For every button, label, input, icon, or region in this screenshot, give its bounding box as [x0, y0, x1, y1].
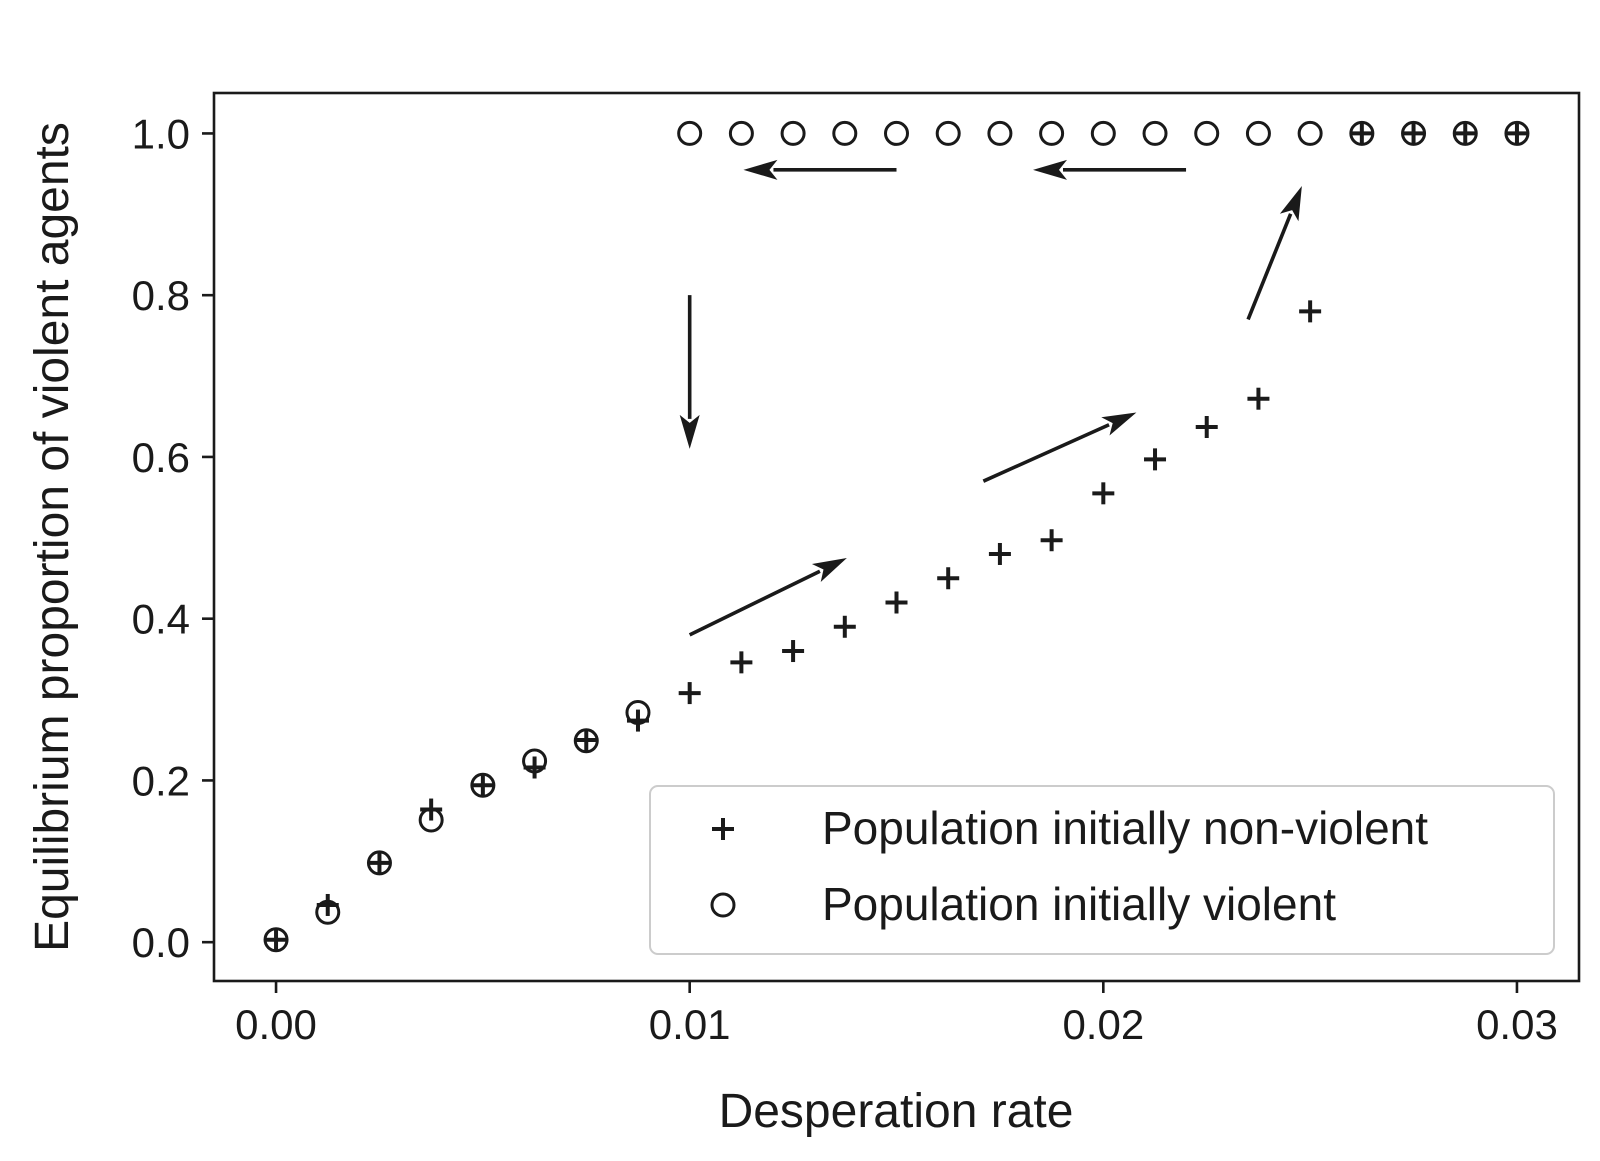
y-tick-label: 0.4: [132, 596, 190, 643]
data-point-violent: [366, 850, 392, 876]
data-point-violent: [1245, 120, 1271, 146]
y-tick-label: 1.0: [132, 110, 190, 157]
axes: 0.00 0.01 0.02 0.03 0.0 0.2 0.4 0.6 0.8 1.0: [132, 110, 1558, 1048]
legend-marker-circle: [710, 892, 736, 918]
trend-arrow: [1033, 159, 1187, 180]
data-point-violent: [677, 120, 703, 146]
data-point-violent: [780, 120, 806, 146]
y-tick-label: 0.6: [132, 434, 190, 481]
data-point-non-violent: [1299, 300, 1322, 323]
data-point-violent: [1090, 120, 1116, 146]
trend-arrow: [743, 159, 897, 180]
data-point-violent: [1142, 120, 1168, 146]
y-tick-label: 0.0: [132, 919, 190, 966]
trend-arrow: [982, 412, 1137, 483]
arrow-head: [811, 558, 847, 582]
legend-plus-symbol: [712, 818, 734, 840]
data-point-violent: [263, 927, 289, 953]
data-point-violent: [1194, 120, 1220, 146]
arrow-head: [1033, 159, 1067, 180]
data-point-violent: [1452, 120, 1478, 146]
data-point-non-violent: [833, 615, 856, 638]
legend-frame: [649, 785, 1555, 955]
arrow-head: [1279, 186, 1302, 222]
y-tick-label: 0.8: [132, 272, 190, 319]
arrow-head: [743, 159, 778, 180]
legend-label-non-violent: Population initially non-violent: [822, 802, 1428, 854]
data-point-violent: [1039, 120, 1065, 146]
data-point-non-violent: [575, 728, 598, 751]
legend-label-violent: Population initially violent: [822, 878, 1336, 930]
data-point-non-violent: [937, 567, 960, 590]
x-tick-label: 0.01: [649, 1001, 731, 1048]
data-point-violent: [470, 772, 496, 798]
legend: Population initially non-violent Populat…: [649, 785, 1555, 955]
trend-arrow: [679, 295, 700, 449]
data-point-non-violent: [730, 651, 753, 674]
data-point-non-violent: [1454, 122, 1477, 145]
data-point-non-violent: [988, 542, 1011, 565]
legend-circle-symbol: [710, 892, 736, 918]
arrow-shaft: [688, 569, 821, 637]
data-point-violent: [625, 699, 651, 725]
data-point-violent: [935, 120, 961, 146]
trend-arrow: [1246, 186, 1302, 321]
data-point-violent: [573, 728, 599, 754]
data-point-violent: [884, 120, 909, 146]
x-tick-label: 0.02: [1062, 1001, 1144, 1048]
data-point-non-violent: [885, 591, 908, 614]
trend-arrow: [688, 558, 847, 637]
plot-frame: [212, 91, 1581, 983]
data-point-non-violent: [368, 851, 391, 874]
data-point-non-violent: [1092, 482, 1115, 505]
data-point-non-violent: [1195, 416, 1218, 439]
arrow-shaft: [1246, 213, 1293, 321]
x-axis-label: Desperation rate: [719, 1085, 1074, 1138]
data-point-violent: [1297, 120, 1323, 146]
plot-area: [263, 120, 1530, 953]
data-point-violent: [522, 748, 548, 774]
data-point-non-violent: [1402, 122, 1425, 145]
data-point-violent: [418, 807, 444, 833]
y-tick-label: 0.2: [132, 757, 190, 804]
arrow-head: [1101, 412, 1137, 436]
data-point-violent: [1504, 120, 1530, 146]
data-point-violent: [1401, 120, 1427, 146]
legend-marker-plus: [712, 818, 734, 840]
x-tick-label: 0.00: [235, 1001, 317, 1048]
x-tick-label: 0.03: [1476, 1001, 1558, 1048]
arrow-head: [679, 414, 700, 449]
data-point-violent: [1349, 120, 1375, 146]
data-point-non-violent: [471, 774, 494, 797]
data-point-non-violent: [1040, 529, 1063, 552]
data-point-non-violent: [1144, 448, 1167, 471]
data-point-non-violent: [1247, 387, 1270, 410]
data-point-non-violent: [265, 928, 288, 951]
data-point-non-violent: [678, 682, 701, 705]
data-point-violent: [728, 120, 754, 146]
data-point-non-violent: [1505, 122, 1528, 145]
data-point-violent: [987, 120, 1013, 146]
arrow-shaft: [982, 423, 1110, 483]
data-point-violent: [315, 899, 341, 925]
y-axis-label: Equilibrium proportion of violent agents: [26, 122, 79, 952]
data-point-non-violent: [1350, 122, 1373, 145]
data-point-non-violent: [782, 640, 805, 663]
data-point-violent: [832, 120, 858, 146]
